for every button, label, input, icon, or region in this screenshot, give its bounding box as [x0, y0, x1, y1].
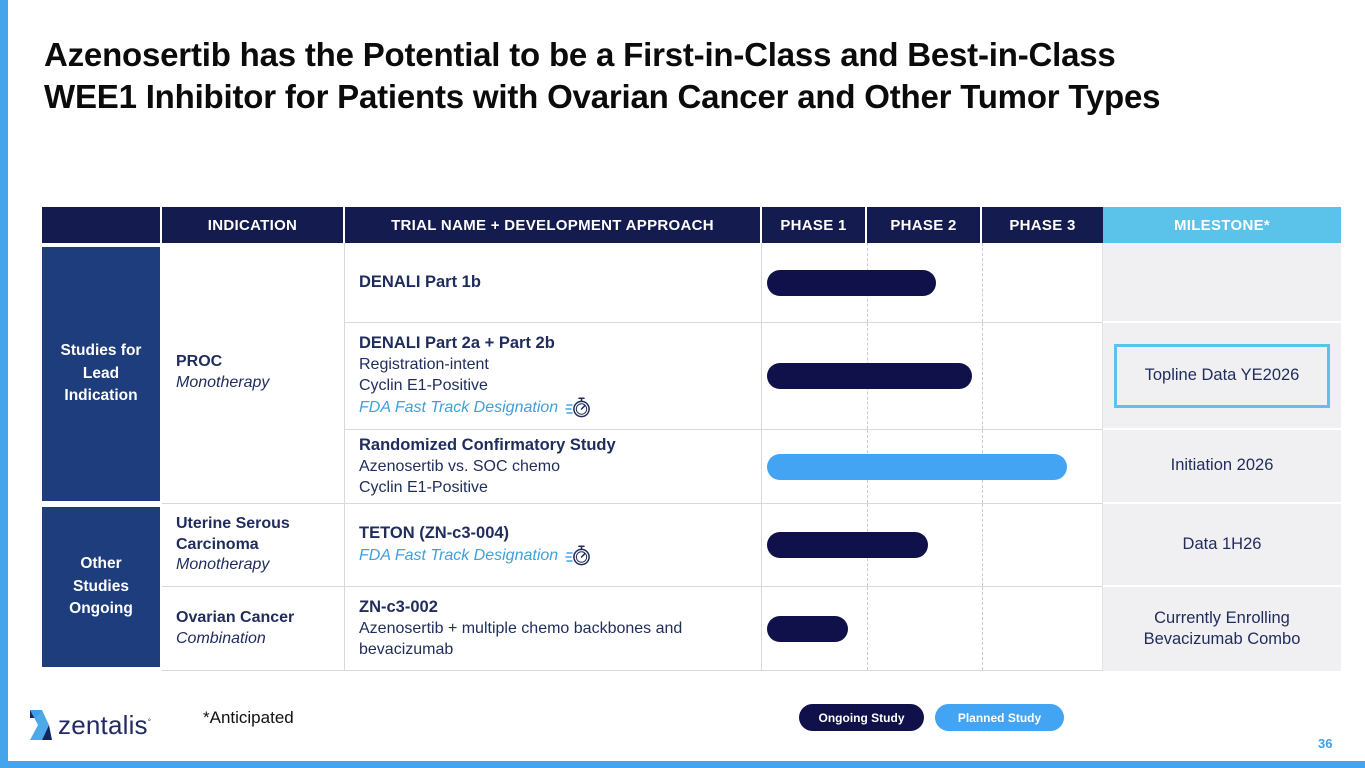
trial-subline: Registration-intent [359, 356, 489, 374]
slide-title-line1: Azenosertib has the Potential to be a Fi… [44, 36, 1116, 73]
trial-subline: Cyclin E1-Positive [359, 377, 488, 395]
indication-name: PROC [176, 353, 223, 371]
phase-divider [982, 243, 983, 322]
trial-title: TETON (ZN-c3-004) [359, 523, 510, 542]
indication-proc: PROC Monotherapy [162, 243, 345, 504]
gantt-row-denali-1b [762, 243, 1103, 323]
trial-title: DENALI Part 1b [359, 272, 481, 291]
slide-title: Azenosertib has the Potential to be a Fi… [44, 34, 1344, 118]
row-group-label: Other Studies Ongoing [42, 507, 160, 667]
fast-track-row: FDA Fast Track Designation [359, 396, 749, 419]
row-group-label: Studies for Lead Indication [42, 247, 160, 501]
indication-name: Uterine Serous Carcinoma [176, 514, 290, 553]
gantt-bar-ongoing [767, 269, 936, 296]
legend-ongoing-study: Ongoing Study [799, 704, 924, 731]
trial-timeline-table: INDICATION TRIAL NAME + DEVELOPMENT APPR… [42, 207, 1341, 671]
row-group-other-studies: Other Studies Ongoing [42, 504, 162, 671]
indication-type: Monotherapy [176, 556, 270, 574]
phase-divider [867, 587, 868, 670]
legend-planned-study: Planned Study [935, 704, 1064, 731]
fast-track-label: FDA Fast Track Designation [359, 399, 559, 417]
slide-title-line2: WEE1 Inhibitor for Patients with Ovarian… [44, 78, 1161, 116]
left-accent-stripe [0, 0, 8, 768]
trial-title: DENALI Part 2a + Part 2b [359, 333, 555, 352]
milestone-data-1h26: Data 1H26 [1103, 504, 1341, 587]
trial-zn-c3-002: ZN-c3-002 Azenosertib + multiple chemo b… [345, 587, 762, 671]
gantt-bar-ongoing [767, 363, 972, 389]
phase-divider [982, 504, 983, 586]
gantt-bar-ongoing [767, 615, 848, 642]
trial-subline: Azenosertib + multiple chemo backbones a… [359, 620, 683, 659]
trial-subline: Azenosertib vs. SOC chemo [359, 458, 560, 476]
trial-title: Randomized Confirmatory Study [359, 435, 616, 454]
trial-subline: Cyclin E1-Positive [359, 479, 488, 497]
trial-denali-part-1b: DENALI Part 1b [345, 243, 762, 323]
zentalis-logo-icon [30, 710, 52, 740]
gantt-bar-ongoing [767, 532, 928, 558]
fast-track-label: FDA Fast Track Designation [359, 547, 559, 565]
phase-divider [982, 323, 983, 429]
phase-divider [982, 587, 983, 670]
trial-randomized-confirmatory: Randomized Confirmatory Study Azenoserti… [345, 430, 762, 504]
row-group-lead-indication: Studies for Lead Indication [42, 243, 162, 504]
gantt-bar-planned [767, 453, 1067, 480]
gantt-row-zn-c3-002 [762, 587, 1103, 671]
milestone-topline-data: Topline Data YE2026 [1103, 323, 1341, 430]
anticipated-footnote: *Anticipated [203, 708, 294, 727]
stopwatch-icon [565, 397, 591, 418]
milestone-empty [1103, 243, 1341, 323]
indication-name: Ovarian Cancer [176, 608, 295, 626]
trial-denali-part-2a-2b: DENALI Part 2a + Part 2b Registration-in… [345, 323, 762, 430]
trial-title: ZN-c3-002 [359, 597, 438, 616]
header-indication: INDICATION [162, 207, 345, 243]
header-trial-name: TRIAL NAME + DEVELOPMENT APPROACH [345, 207, 762, 243]
indication-uterine-serous-carcinoma: Uterine Serous Carcinoma Monotherapy [162, 504, 345, 587]
milestone-initiation-2026: Initiation 2026 [1103, 430, 1341, 504]
indication-ovarian-cancer: Ovarian Cancer Combination [162, 587, 345, 671]
gantt-row-teton [762, 504, 1103, 587]
zentalis-wordmark: zentalis° [58, 710, 152, 740]
fast-track-row: FDA Fast Track Designation [359, 544, 749, 567]
indication-type: Combination [176, 629, 266, 647]
milestone-highlight-box: Topline Data YE2026 [1114, 343, 1330, 408]
study-legend: Ongoing Study Planned Study [799, 704, 1064, 731]
header-phase-3: PHASE 3 [982, 207, 1103, 243]
header-corner-cell [42, 207, 162, 243]
milestone-currently-enrolling: Currently Enrolling Bevacizumab Combo [1103, 587, 1341, 671]
gantt-row-denali-2a-2b [762, 323, 1103, 430]
zentalis-logo: zentalis° [27, 709, 151, 742]
header-phase-1: PHASE 1 [762, 207, 867, 243]
indication-type: Monotherapy [176, 374, 270, 391]
bottom-accent-bar [0, 761, 1365, 768]
stopwatch-icon [565, 545, 591, 566]
gantt-row-randomized-confirmatory [762, 430, 1103, 504]
header-milestone: MILESTONE* [1103, 207, 1341, 243]
page-number: 36 [1318, 736, 1333, 751]
trial-teton: TETON (ZN-c3-004) FDA Fast Track Designa… [345, 504, 762, 587]
header-phase-2: PHASE 2 [867, 207, 982, 243]
